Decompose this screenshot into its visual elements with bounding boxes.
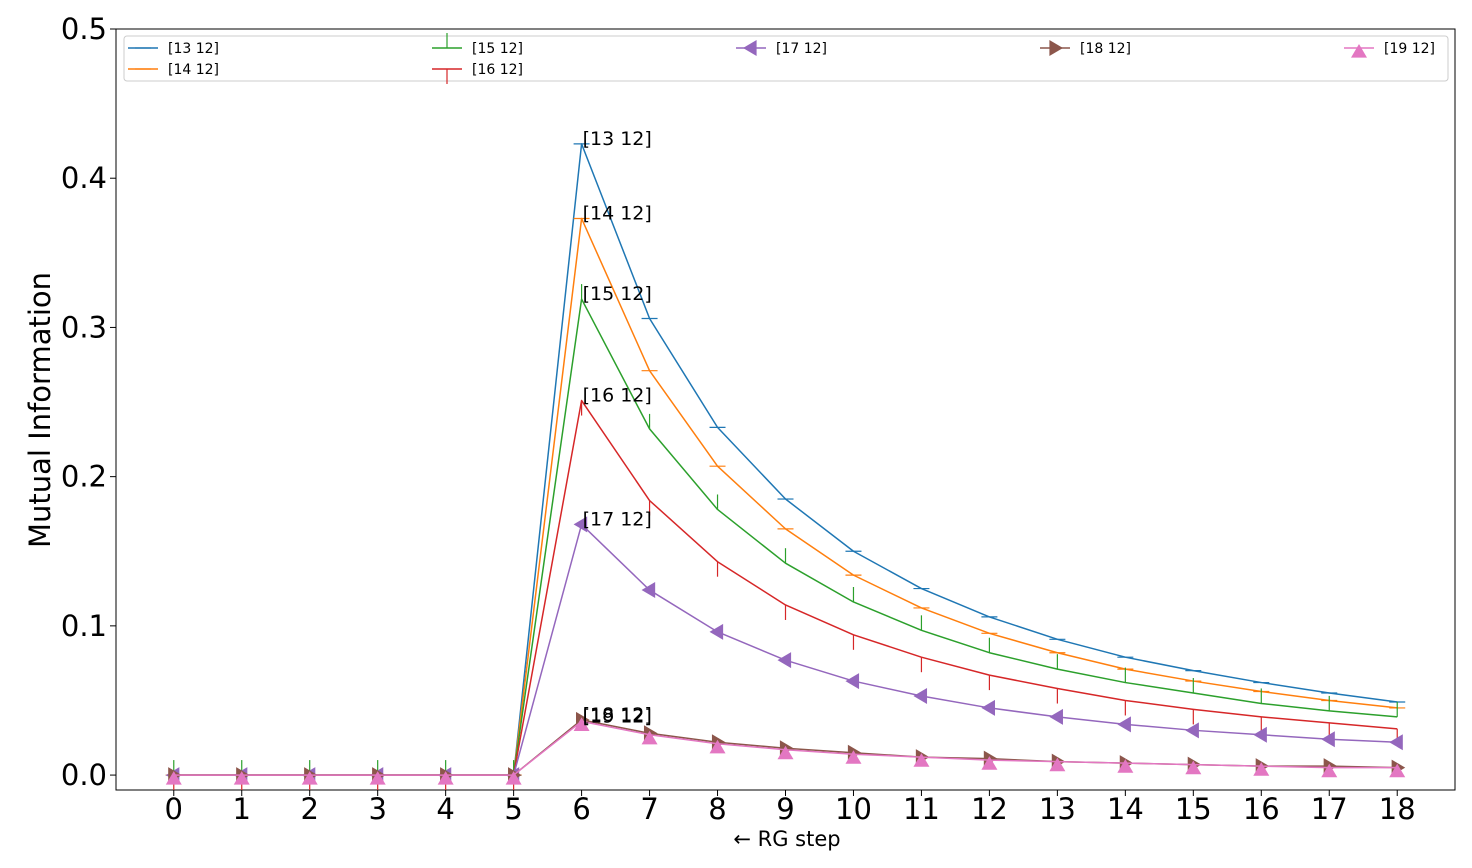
annotations: [13 12] [14 12] [15 12] [16 12] [17 12] [18 1… bbox=[583, 128, 652, 727]
data-point-marker bbox=[1389, 763, 1406, 778]
data-point-marker bbox=[1253, 726, 1267, 743]
x-tick-label: 2 bbox=[300, 792, 318, 826]
legend-item: [16 12] bbox=[432, 62, 523, 84]
annotation-label: [19 12] bbox=[583, 705, 652, 727]
legend-marker bbox=[743, 40, 757, 56]
series-1 bbox=[165, 143, 1406, 776]
data-point-marker bbox=[981, 756, 998, 770]
data-point-marker bbox=[1117, 759, 1134, 773]
y-tick-label: 0.4 bbox=[61, 161, 107, 195]
legend-item: [13 12] bbox=[128, 41, 219, 57]
x-tick-label: 16 bbox=[1243, 792, 1280, 826]
x-tick-label: 1 bbox=[233, 792, 251, 826]
plot-frame bbox=[115, 28, 1456, 791]
data-point-marker bbox=[301, 771, 318, 785]
annotation-label: [18 12] bbox=[583, 704, 652, 726]
data-point-marker bbox=[913, 753, 930, 767]
series-line bbox=[173, 143, 1398, 776]
x-tick-label: 14 bbox=[1107, 792, 1144, 826]
series-line bbox=[173, 399, 1398, 776]
legend-label: [17 12] bbox=[776, 41, 827, 57]
x-tick-label: 3 bbox=[368, 792, 386, 826]
data-point-marker bbox=[233, 771, 250, 785]
data-point-marker bbox=[573, 516, 588, 533]
data-point-marker bbox=[573, 717, 590, 731]
legend-item: [15 12] bbox=[432, 33, 523, 57]
x-tick-label: 15 bbox=[1175, 792, 1212, 826]
series-line bbox=[173, 298, 1398, 776]
annotation-label: [13 12] bbox=[583, 128, 652, 150]
data-point-marker bbox=[1321, 763, 1338, 778]
data-point-marker bbox=[913, 687, 928, 704]
data-point-marker bbox=[709, 739, 726, 754]
legend-label: [16 12] bbox=[472, 62, 523, 78]
x-tick-label: 13 bbox=[1039, 792, 1076, 826]
y-tick-label: 0.5 bbox=[61, 12, 107, 46]
data-point-marker bbox=[777, 745, 794, 760]
x-axis-label: ← RG step bbox=[733, 827, 840, 851]
data-point-marker bbox=[1049, 708, 1063, 725]
legend: [13 12] [14 12] [15 12] [16 12] [17 12] [18 1… bbox=[123, 33, 1449, 84]
data-point-marker bbox=[981, 699, 996, 716]
data-point-marker bbox=[845, 750, 862, 764]
x-tick-label: 5 bbox=[504, 792, 522, 826]
series-2 bbox=[165, 217, 1406, 776]
y-tick-label: 0.0 bbox=[61, 758, 107, 792]
legend-label: [19 12] bbox=[1384, 41, 1435, 57]
x-tick-label: 18 bbox=[1379, 792, 1416, 826]
data-point-marker bbox=[437, 771, 454, 785]
x-tick-label: 7 bbox=[640, 792, 658, 826]
data-point-marker bbox=[1389, 734, 1403, 751]
data-point-marker bbox=[1253, 762, 1270, 776]
legend-marker bbox=[1351, 44, 1367, 58]
series-7 bbox=[165, 717, 1406, 785]
y-axis-ticks: 0.0 0.1 0.2 0.3 0.4 0.5 bbox=[61, 12, 116, 792]
data-point-marker bbox=[1321, 731, 1335, 748]
plot-area bbox=[115, 28, 1456, 791]
annotation-label: [17 12] bbox=[583, 508, 652, 530]
data-point-marker bbox=[641, 582, 656, 599]
x-tick-label: 12 bbox=[971, 792, 1008, 826]
data-point-marker bbox=[1117, 716, 1131, 733]
legend-item: [18 12] bbox=[1040, 40, 1131, 57]
x-tick-label: 4 bbox=[436, 792, 454, 826]
x-tick-label: 9 bbox=[776, 792, 794, 826]
series-6 bbox=[168, 711, 1406, 784]
x-tick-label: 10 bbox=[835, 792, 872, 826]
legend-item: [14 12] bbox=[128, 62, 219, 78]
data-point-marker bbox=[1049, 757, 1066, 772]
annotation-label: [15 12] bbox=[583, 283, 652, 305]
legend-label: [15 12] bbox=[472, 41, 523, 57]
data-point-marker bbox=[165, 771, 182, 785]
legend-item: [19 12] bbox=[1344, 41, 1435, 58]
y-tick-label: 0.1 bbox=[61, 609, 107, 643]
annotation-label: [14 12] bbox=[583, 203, 652, 225]
x-axis-ticks: 0 1 2 3 4 5 6 7 8 9 10 11 12 13 14 15 16 17 18 bbox=[165, 790, 1416, 826]
y-tick-label: 0.2 bbox=[61, 460, 107, 494]
legend-label: [18 12] bbox=[1080, 41, 1131, 57]
y-tick-label: 0.3 bbox=[61, 310, 107, 344]
data-point-marker bbox=[369, 771, 386, 785]
x-tick-label: 0 bbox=[165, 792, 183, 826]
data-point-marker bbox=[709, 623, 724, 640]
x-tick-label: 17 bbox=[1311, 792, 1348, 826]
data-point-marker bbox=[1185, 760, 1202, 775]
data-point-marker bbox=[641, 730, 658, 745]
x-tick-label: 6 bbox=[572, 792, 590, 826]
series-line bbox=[173, 217, 1398, 776]
x-tick-label: 11 bbox=[903, 792, 940, 826]
annotation-label: [16 12] bbox=[583, 385, 652, 407]
data-point-marker bbox=[1185, 722, 1199, 739]
data-point-marker bbox=[505, 771, 522, 785]
legend-label: [14 12] bbox=[168, 62, 219, 78]
legend-item: [17 12] bbox=[736, 40, 827, 57]
data-point-marker bbox=[777, 652, 792, 669]
legend-label: [13 12] bbox=[168, 41, 219, 57]
data-point-marker bbox=[845, 673, 860, 690]
y-axis-label: Mutual Information bbox=[23, 272, 57, 548]
x-tick-label: 8 bbox=[708, 792, 726, 826]
legend-marker bbox=[1049, 40, 1063, 56]
